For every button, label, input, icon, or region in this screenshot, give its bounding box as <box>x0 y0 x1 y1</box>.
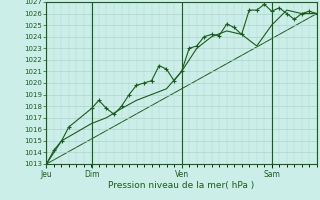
X-axis label: Pression niveau de la mer( hPa ): Pression niveau de la mer( hPa ) <box>108 181 255 190</box>
